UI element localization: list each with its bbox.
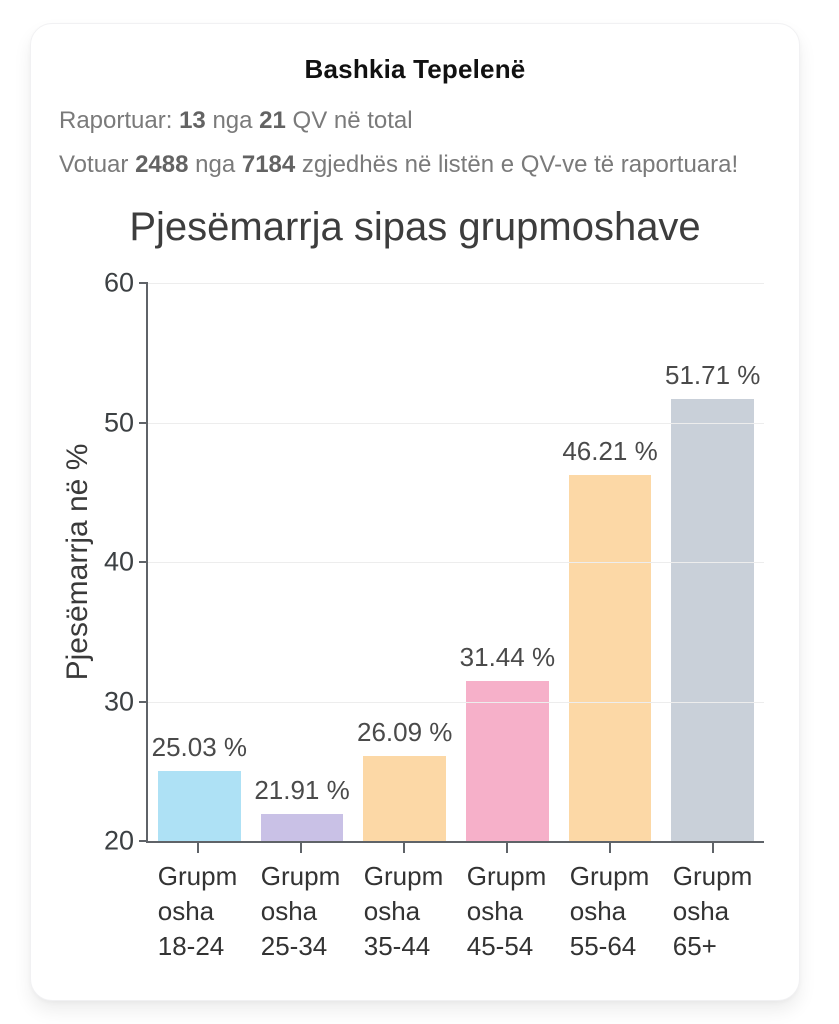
x-tick-cell-grupmosha-65+ [661,843,764,853]
y-tick-label-50: 50 [103,407,134,437]
voted-total: 7184 [241,151,296,178]
municipality-title: Bashkia Tepelenë [304,54,526,84]
y-tick-label-40: 40 [103,546,134,577]
reported-total: 21 [259,107,286,134]
x-label-grupmosha-18-24: Grupm osha 18-24 [157,861,238,961]
y-tick-mark-40 [139,561,148,563]
gridline-50 [148,422,764,424]
x-tick-cell-grupmosha-45-54 [455,843,558,853]
x-tick-mark-grupmosha-45-54 [505,843,508,853]
x-tick-cell-grupmosha-35-44 [352,843,455,853]
x-tick-mark-grupmosha-35-44 [402,843,405,853]
bar-value-label-grupmosha-35-44: 26.09 % [356,717,453,748]
gridline-30 [148,701,764,703]
x-tick-cell-grupmosha-18-24 [146,843,249,853]
bar-value-label-grupmosha-55-64: 46.21 % [562,436,658,467]
bar-grupmosha-25-34[interactable] [260,814,344,841]
y-tick-mark-30 [139,700,148,703]
y-tick-mark-60 [139,282,148,284]
reported-count: 13 [179,107,206,134]
x-ticks-row [146,843,764,853]
x-label-cell-grupmosha-18-24: Grupm osha 18-24 [146,859,249,964]
bar-slot-grupmosha-35-44: 26.09 % [353,283,456,841]
bar-grupmosha-55-64[interactable] [568,475,652,841]
x-label-cell-grupmosha-45-54: Grupm osha 45-54 [455,859,558,964]
bar-slot-grupmosha-25-34: 21.91 % [251,283,354,841]
bar-value-label-grupmosha-18-24: 25.03 % [151,731,248,762]
voted-label: Votuar [59,151,129,178]
x-label-cell-grupmosha-25-34: Grupm osha 25-34 [249,859,352,964]
y-tick-label-60: 60 [103,267,134,298]
bar-slot-grupmosha-45-54: 31.44 % [456,283,559,841]
participation-chart: Pjesëmarrja në % 25.03 % 21.91 % 26.09 % 31… [61,268,764,964]
bar-value-label-grupmosha-45-54: 31.44 % [459,642,556,673]
reported-label: Raportuar: [59,107,173,134]
reported-line: Raportuar: 13 nga 21 QV në total [59,99,771,143]
gridline-40 [148,562,764,563]
bar-slot-grupmosha-18-24: 25.03 % [148,283,251,841]
x-label-grupmosha-25-34: Grupm osha 25-34 [260,861,341,961]
reported-suffix: QV në total [292,107,413,134]
x-tick-mark-grupmosha-25-34 [299,843,302,853]
x-tick-mark-grupmosha-55-64 [608,843,611,853]
bar-grupmosha-35-44[interactable] [363,756,447,841]
bar-slot-grupmosha-65+: 51.71 % [661,283,764,841]
x-tick-mark-grupmosha-18-24 [196,843,199,853]
x-label-cell-grupmosha-35-44: Grupm osha 35-44 [352,859,455,964]
x-tick-mark-grupmosha-65+ [711,843,714,853]
x-label-grupmosha-55-64: Grupm osha 55-64 [569,861,650,961]
y-tick-label-20: 20 [103,825,134,856]
voted-line: Votuar 2488 nga 7184 zgjedhës në listën … [59,143,771,187]
reported-conjunction: nga [212,107,253,134]
bar-grupmosha-65+[interactable] [671,398,755,841]
x-tick-cell-grupmosha-25-34 [249,843,352,853]
x-tick-cell-grupmosha-55-64 [558,843,661,853]
y-tick-mark-20 [139,840,148,842]
voted-count: 2488 [135,151,189,178]
bar-value-label-grupmosha-65+: 51.71 % [665,359,761,390]
gridline-60 [148,283,764,284]
x-labels-row: Grupm osha 18-24 Grupm osha 25-34 Grupm osha 35-… [146,859,764,964]
bar-slot-grupmosha-55-64: 46.21 % [559,283,662,841]
chart-title: Pjesëmarrja sipas grupmoshave [129,205,701,249]
y-axis-title: Pjesëmarrja në % [61,443,94,681]
bar-grupmosha-45-54[interactable] [466,681,549,841]
x-label-cell-grupmosha-65+: Grupm osha 65+ [661,859,764,964]
bar-value-label-grupmosha-25-34: 21.91 % [254,775,350,806]
chart-plot: Pjesëmarrja në % 25.03 % 21.91 % 26.09 % 31… [61,268,764,856]
voted-conjunction: nga [195,151,236,178]
bars-row: 25.03 % 21.91 % 26.09 % 31.44 % 46.21 % 51.71… [148,283,764,841]
results-card: Bashkia Tepelenë Raportuar: 13 nga 21 QV… [30,23,800,1001]
x-label-grupmosha-35-44: Grupm osha 35-44 [363,861,444,961]
voted-suffix: zgjedhës në listën e QV-ve të raportuara… [301,151,739,178]
reporting-info: Raportuar: 13 nga 21 QV në total Votuar … [59,99,771,187]
x-label-grupmosha-45-54: Grupm osha 45-54 [466,861,547,961]
x-label-grupmosha-65+: Grupm osha 65+ [672,861,753,961]
x-label-cell-grupmosha-55-64: Grupm osha 55-64 [558,859,661,964]
bar-grupmosha-18-24[interactable] [158,770,241,841]
y-tick-mark-50 [139,421,148,424]
y-tick-label-30: 30 [103,686,134,716]
